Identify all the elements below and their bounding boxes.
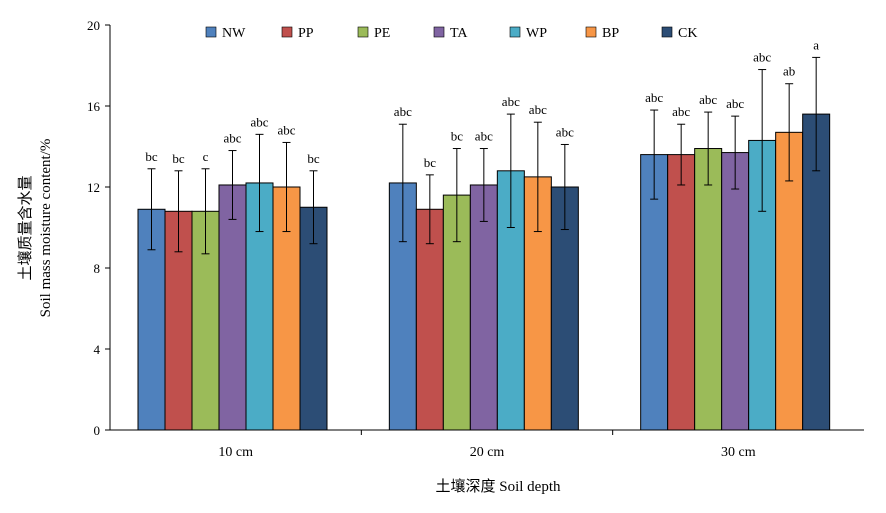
legend: NW PP PE TA WP BP CK [205, 26, 697, 41]
y-tick-label-0: 0 [94, 423, 101, 438]
axis-titles: 土壤深度 Soil depth 土壤质量含水量 Soil mass moisture… [16, 139, 561, 495]
significance-label-nw-1: abc [394, 104, 412, 119]
y-tick-label-4: 16 [87, 99, 101, 114]
axes-layer: 10 cm 20 cm 30 cm 0 4 8 12 16 20 [87, 18, 864, 460]
significance-label-ck-1: abc [556, 124, 574, 139]
bar-ta-0 [218, 184, 247, 431]
legend-swatch-pe [357, 26, 369, 38]
significance-label-wp-1: abc [502, 94, 520, 109]
legend-label-bp: BP [602, 26, 619, 41]
legend-swatch-ta [433, 26, 445, 38]
significance-label-wp-2: abc [753, 50, 771, 65]
x-axis-title: 土壤深度 Soil depth [435, 477, 561, 495]
legend-swatch-ck [661, 26, 673, 38]
legend-swatch-wp [509, 26, 521, 38]
significance-label-ta-2: abc [726, 96, 744, 111]
significance-label-wp-0: abc [250, 114, 268, 129]
significance-label-ta-1: abc [475, 129, 493, 144]
legend-label-pe: PE [374, 26, 390, 41]
y-tick-label-3: 12 [87, 180, 100, 195]
error-bars-layer [147, 56, 821, 255]
significance-label-pp-2: abc [672, 104, 690, 119]
significance-label-nw-2: abc [645, 90, 663, 105]
legend-swatch-nw [205, 26, 217, 38]
y-axis-title-cn: 土壤质量含水量 [16, 175, 34, 280]
category-label-0: 10 cm [218, 445, 253, 460]
significance-label-pp-0: bc [172, 151, 185, 166]
bar-ta-2 [721, 152, 750, 431]
legend-swatch-bp [585, 26, 597, 38]
category-label-2: 30 cm [721, 445, 756, 460]
y-tick-label-1: 4 [94, 342, 101, 357]
legend-swatch-pp [281, 26, 293, 38]
significance-label-ta-0: abc [223, 131, 241, 146]
legend-label-wp: WP [526, 26, 547, 41]
significance-label-ck-2: a [813, 37, 819, 52]
significance-label-bp-2: ab [783, 64, 795, 79]
bar-pe-2 [694, 148, 723, 431]
significance-label-pe-2: abc [699, 92, 717, 107]
y-tick-label-5: 20 [87, 18, 100, 33]
legend-label-ck: CK [678, 26, 697, 41]
legend-label-nw: NW [222, 26, 246, 41]
significance-label-bp-1: abc [529, 102, 547, 117]
bar-bp-2 [775, 131, 804, 431]
legend-label-pp: PP [298, 26, 314, 41]
category-label-1: 20 cm [470, 445, 505, 460]
significance-label-nw-0: bc [145, 149, 158, 164]
y-tick-label-2: 8 [94, 261, 101, 276]
significance-label-pp-1: bc [424, 155, 437, 170]
y-axis-title-en: Soil mass moisture content/% [38, 139, 54, 318]
significance-label-pe-0: c [203, 149, 209, 164]
legend-label-ta: TA [450, 26, 468, 41]
significance-label-bp-0: abc [277, 122, 295, 137]
significance-label-pe-1: bc [451, 129, 464, 144]
bar-pp-2 [667, 154, 696, 431]
significance-label-ck-0: bc [307, 151, 320, 166]
